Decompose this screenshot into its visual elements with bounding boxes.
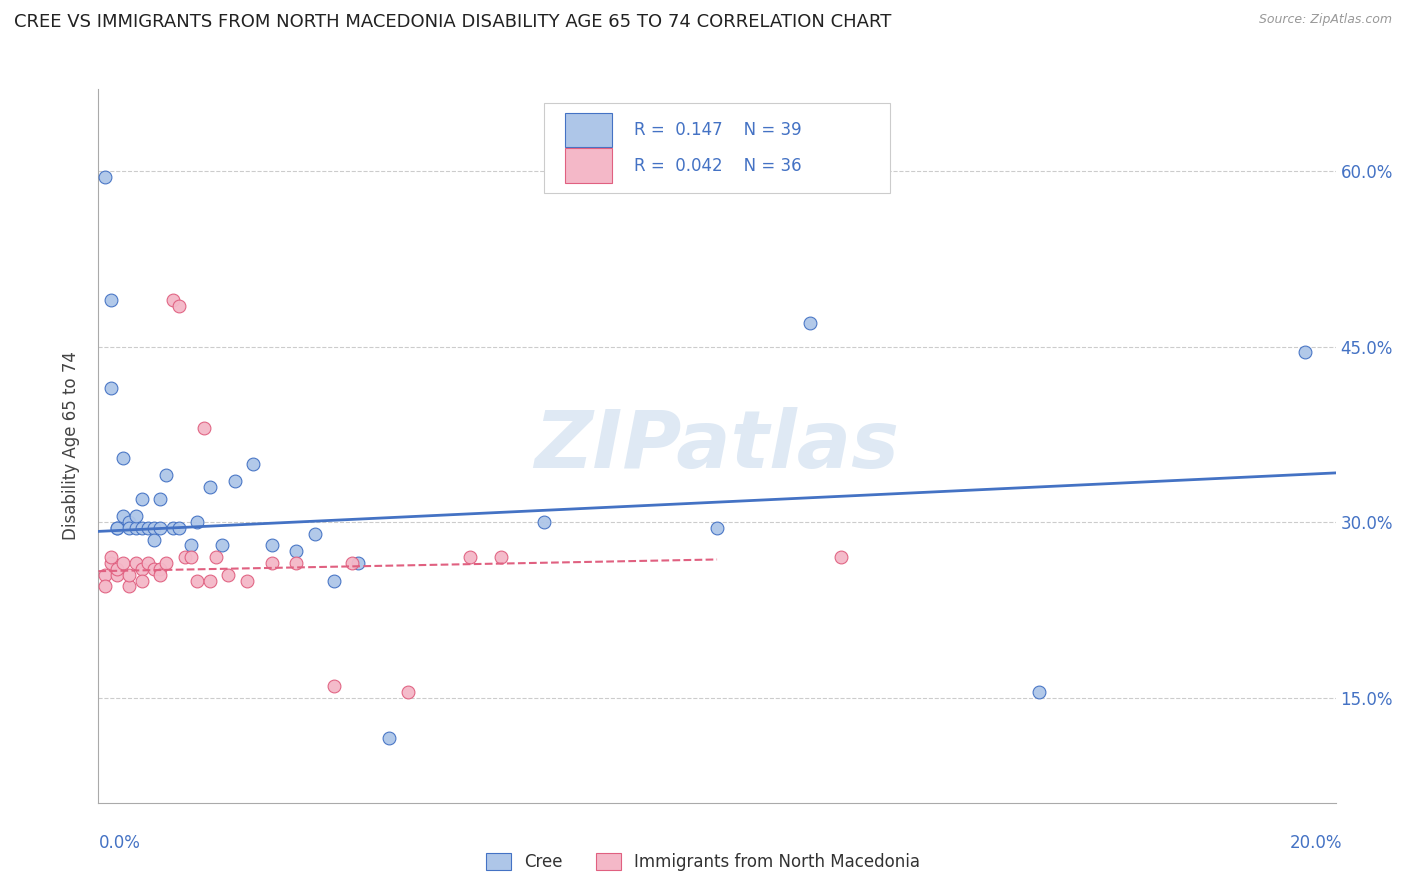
Point bbox=[186, 515, 208, 529]
Point bbox=[1294, 345, 1316, 359]
Point bbox=[236, 574, 259, 588]
Point bbox=[706, 521, 728, 535]
Point bbox=[830, 550, 852, 565]
Point bbox=[285, 544, 308, 558]
Point bbox=[143, 562, 166, 576]
Legend: Cree, Immigrants from North Macedonia: Cree, Immigrants from North Macedonia bbox=[478, 845, 928, 880]
Text: Source: ZipAtlas.com: Source: ZipAtlas.com bbox=[1258, 13, 1392, 27]
Point bbox=[143, 533, 166, 547]
Point bbox=[1028, 684, 1050, 698]
Point bbox=[112, 450, 135, 465]
Point bbox=[396, 684, 419, 698]
FancyBboxPatch shape bbox=[544, 103, 890, 193]
Point bbox=[458, 550, 481, 565]
Text: 20.0%: 20.0% bbox=[1291, 834, 1343, 852]
Point bbox=[489, 550, 512, 565]
Point bbox=[112, 509, 135, 524]
Point bbox=[167, 521, 190, 535]
Point bbox=[322, 679, 344, 693]
Point bbox=[224, 474, 246, 488]
Point bbox=[242, 457, 264, 471]
Point bbox=[124, 521, 146, 535]
Point bbox=[205, 550, 228, 565]
Point bbox=[198, 574, 221, 588]
Point bbox=[193, 421, 215, 435]
Point bbox=[155, 468, 177, 483]
Point bbox=[180, 550, 202, 565]
Point bbox=[118, 567, 141, 582]
Point bbox=[167, 299, 190, 313]
Point bbox=[118, 579, 141, 593]
Point bbox=[131, 574, 153, 588]
Point bbox=[93, 567, 115, 582]
Point bbox=[118, 521, 141, 535]
Point bbox=[186, 574, 208, 588]
Text: 0.0%: 0.0% bbox=[98, 834, 141, 852]
Point bbox=[198, 480, 221, 494]
FancyBboxPatch shape bbox=[565, 148, 612, 183]
Point bbox=[100, 380, 122, 394]
Text: CREE VS IMMIGRANTS FROM NORTH MACEDONIA DISABILITY AGE 65 TO 74 CORRELATION CHAR: CREE VS IMMIGRANTS FROM NORTH MACEDONIA … bbox=[14, 13, 891, 31]
Point bbox=[100, 556, 122, 570]
Point bbox=[149, 567, 172, 582]
Text: R =  0.147    N = 39: R = 0.147 N = 39 bbox=[634, 121, 801, 139]
Point bbox=[118, 515, 141, 529]
Point bbox=[124, 556, 146, 570]
Point bbox=[93, 579, 115, 593]
Point bbox=[155, 556, 177, 570]
Point bbox=[799, 316, 821, 330]
Point bbox=[149, 562, 172, 576]
Point bbox=[211, 538, 233, 552]
Point bbox=[149, 521, 172, 535]
Point bbox=[378, 731, 401, 746]
FancyBboxPatch shape bbox=[565, 112, 612, 147]
Point bbox=[100, 293, 122, 307]
Point bbox=[149, 491, 172, 506]
Y-axis label: Disability Age 65 to 74: Disability Age 65 to 74 bbox=[62, 351, 80, 541]
Point bbox=[105, 567, 128, 582]
Point bbox=[93, 169, 115, 184]
Point bbox=[340, 556, 363, 570]
Point bbox=[304, 526, 326, 541]
Point bbox=[260, 538, 283, 552]
Point bbox=[162, 293, 184, 307]
Point bbox=[112, 556, 135, 570]
Point bbox=[533, 515, 555, 529]
Point bbox=[124, 509, 146, 524]
Point bbox=[131, 562, 153, 576]
Point bbox=[347, 556, 370, 570]
Point bbox=[285, 556, 308, 570]
Point bbox=[322, 574, 344, 588]
Text: ZIPatlas: ZIPatlas bbox=[534, 407, 900, 485]
Text: R =  0.042    N = 36: R = 0.042 N = 36 bbox=[634, 157, 801, 175]
Point bbox=[131, 521, 153, 535]
Point bbox=[131, 491, 153, 506]
Point bbox=[260, 556, 283, 570]
Point bbox=[180, 538, 202, 552]
Point bbox=[217, 567, 239, 582]
Point bbox=[136, 521, 159, 535]
Point bbox=[136, 556, 159, 570]
Point bbox=[105, 562, 128, 576]
Point bbox=[100, 550, 122, 565]
Point bbox=[105, 521, 128, 535]
Point bbox=[105, 521, 128, 535]
Point bbox=[143, 521, 166, 535]
Point bbox=[162, 521, 184, 535]
Point bbox=[174, 550, 197, 565]
